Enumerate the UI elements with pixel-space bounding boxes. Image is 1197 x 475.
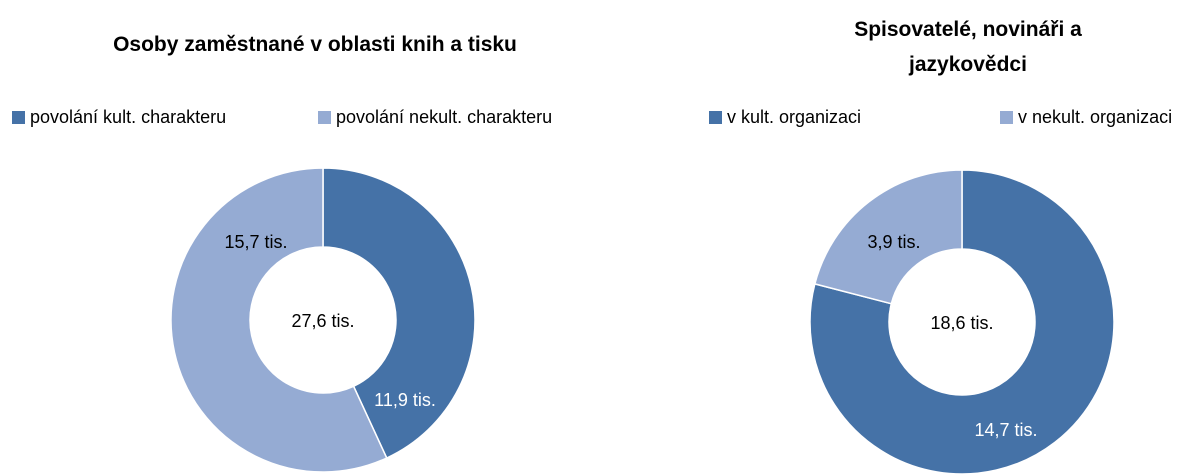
data-label: 15,7 tis. bbox=[224, 232, 287, 252]
data-label: 11,9 tis. bbox=[374, 390, 436, 410]
center-label: 18,6 tis. bbox=[930, 313, 993, 333]
legend-label: v kult. organizaci bbox=[727, 107, 862, 127]
legend-swatch bbox=[709, 111, 722, 124]
slice bbox=[322, 167, 476, 459]
legend-swatch bbox=[318, 111, 331, 124]
slice bbox=[809, 169, 1115, 475]
chart-title: Osoby zaměstnané v oblasti knih a tisku bbox=[113, 33, 517, 56]
data-label: 3,9 tis. bbox=[867, 232, 920, 252]
legend-label: povolání nekult. charakteru bbox=[336, 107, 553, 127]
data-label: 14,7 tis. bbox=[974, 420, 1037, 440]
center-label: 27,6 tis. bbox=[291, 311, 354, 331]
legend-label: povolání kult. charakteru bbox=[30, 107, 227, 127]
slice bbox=[813, 169, 963, 305]
slice bbox=[170, 167, 388, 473]
legend-swatch bbox=[1000, 111, 1013, 124]
legend-swatch bbox=[12, 111, 25, 124]
legend-label: v nekult. organizaci bbox=[1018, 107, 1173, 127]
chart-title: Spisovatelé, novináři a jazykovědci bbox=[854, 18, 1082, 76]
